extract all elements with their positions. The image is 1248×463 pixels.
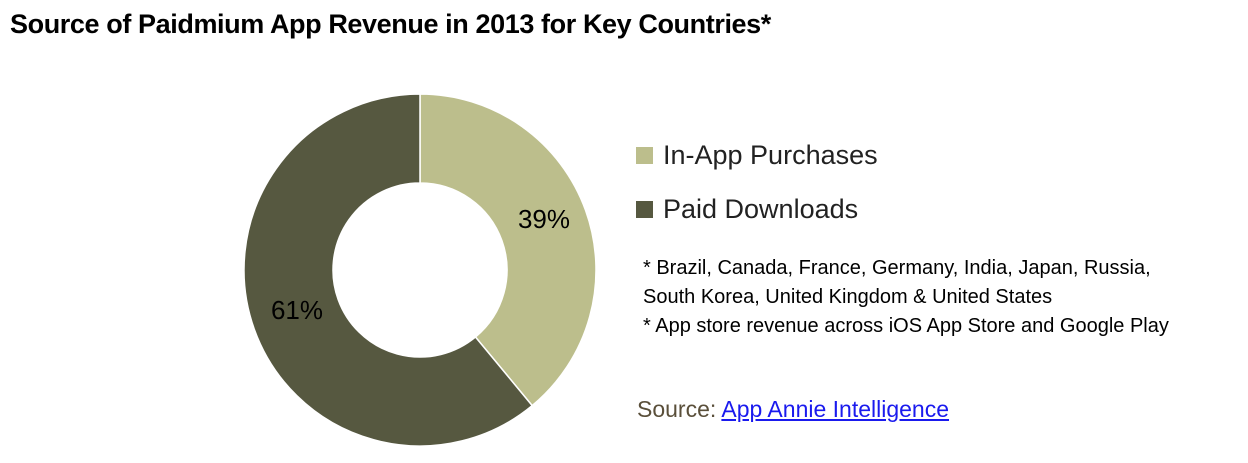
legend-label-in-app-purchases: In-App Purchases (663, 139, 878, 170)
donut-slice-paid-downloads (243, 93, 534, 447)
legend-item-paid-downloads: Paid Downloads (636, 182, 878, 236)
slice-label-in-app-purchases: 39% (518, 204, 570, 234)
legend-item-in-app-purchases: In-App Purchases (636, 128, 878, 182)
source-prefix: Source: (637, 396, 717, 422)
footnotes: * Brazil, Canada, France, Germany, India… (643, 254, 1169, 341)
legend-swatch-paid-downloads (636, 200, 653, 218)
donut-slice-in-app-purchases (419, 93, 597, 407)
slice-label-paid-downloads: 61% (271, 295, 323, 325)
source-link[interactable]: App Annie Intelligence (721, 396, 950, 422)
legend: In-App Purchases Paid Downloads (636, 128, 878, 236)
footnote-countries-cont: South Korea, United Kingdom & United Sta… (643, 286, 1053, 308)
footnote-stores: * App store revenue across iOS App Store… (643, 315, 1169, 337)
legend-swatch-in-app-purchases (636, 146, 653, 164)
chart-title: Source of Paidmium App Revenue in 2013 f… (10, 9, 771, 39)
source-line: Source: App Annie Intelligence (637, 396, 949, 423)
legend-label-paid-downloads: Paid Downloads (663, 193, 859, 224)
footnote-countries: * Brazil, Canada, France, Germany, India… (643, 257, 1151, 279)
